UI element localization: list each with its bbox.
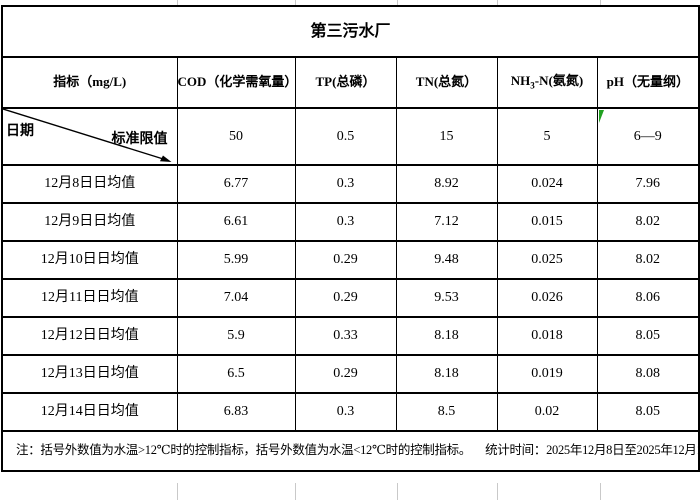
limit-tp[interactable]: 0.5 <box>294 107 397 166</box>
cell-flag-icon <box>598 110 604 123</box>
row-date-label[interactable]: 12月10日日均值 <box>1 240 178 280</box>
table-row: 12月10日日均值 5.99 0.29 9.48 0.025 8.02 <box>1 240 700 280</box>
cell-ph[interactable]: 8.08 <box>596 354 700 394</box>
water-quality-table: 第三污水厂 指标（mg/L) COD（化学需氧量） TP(总磷） TN(总氮） … <box>1 5 700 472</box>
cell-tn[interactable]: 8.5 <box>395 392 498 432</box>
limit-ph[interactable]: 6—9 <box>596 107 700 166</box>
cell-nh3[interactable]: 0.024 <box>496 164 598 204</box>
gridline <box>397 0 398 6</box>
gridline <box>497 483 498 500</box>
header-indicator[interactable]: 指标（mg/L) <box>1 56 178 109</box>
cell-ph[interactable]: 8.02 <box>596 240 700 280</box>
cell-tp[interactable]: 0.3 <box>294 202 397 242</box>
row-date-label[interactable]: 12月8日日均值 <box>1 164 178 204</box>
standard-limit-label: 标准限值 <box>111 132 168 147</box>
limit-nh3[interactable]: 5 <box>496 107 598 166</box>
header-nh3n[interactable]: NH3-N(氨氮) <box>496 56 598 109</box>
table-row: 12月9日日均值 6.61 0.3 7.12 0.015 8.02 <box>1 202 700 242</box>
cell-ph[interactable]: 8.05 <box>596 392 700 432</box>
header-ph[interactable]: pH（无量纲） <box>596 56 700 109</box>
row-date-label[interactable]: 12月14日日均值 <box>1 392 178 432</box>
footnote-text: 注：括号外数值为水温>12℃时的控制指标，括号外数值为水温<12℃时的控制指标。 <box>16 443 472 458</box>
gridline <box>497 0 498 6</box>
cell-tn[interactable]: 9.53 <box>395 278 498 318</box>
cell-nh3[interactable]: 0.025 <box>496 240 598 280</box>
table-row: 12月12日日均值 5.9 0.33 8.18 0.018 8.05 <box>1 316 700 356</box>
cell-tn[interactable]: 8.92 <box>395 164 498 204</box>
limit-ph-value: 6—9 <box>633 128 662 144</box>
row-date-label[interactable]: 12月13日日均值 <box>1 354 178 394</box>
cell-nh3[interactable]: 0.019 <box>496 354 598 394</box>
footnote-cell[interactable]: 注：括号外数值为水温>12℃时的控制指标，括号外数值为水温<12℃时的控制指标。… <box>1 430 700 472</box>
header-tp[interactable]: TP(总磷） <box>294 56 397 109</box>
cell-tn[interactable]: 8.18 <box>395 354 498 394</box>
stats-period-text: 统计时间：2025年12月8日至2025年12月14日 <box>485 443 700 458</box>
gridline <box>177 483 178 500</box>
cell-ph[interactable]: 8.05 <box>596 316 700 356</box>
table-row-header: 指标（mg/L) COD（化学需氧量） TP(总磷） TN(总氮） NH3-N(… <box>1 56 700 109</box>
cell-tn[interactable]: 8.18 <box>395 316 498 356</box>
cell-cod[interactable]: 6.61 <box>176 202 296 242</box>
date-axis-label: 日期 <box>6 124 34 139</box>
gridline <box>295 0 296 6</box>
diagonal-split-cell[interactable]: 日期 标准限值 <box>1 107 178 166</box>
cell-cod[interactable]: 6.83 <box>176 392 296 432</box>
table-row-note: 注：括号外数值为水温>12℃时的控制指标，括号外数值为水温<12℃时的控制指标。… <box>1 430 700 472</box>
table-row: 12月11日日均值 7.04 0.29 9.53 0.026 8.06 <box>1 278 700 318</box>
gridline <box>397 483 398 500</box>
cell-nh3[interactable]: 0.02 <box>496 392 598 432</box>
table-row-limits: 日期 标准限值 50 0.5 15 5 6—9 <box>1 107 700 166</box>
plant-title[interactable]: 第三污水厂 <box>1 5 700 58</box>
row-date-label[interactable]: 12月9日日均值 <box>1 202 178 242</box>
nh3-label-pre: NH <box>510 72 531 88</box>
limit-cod[interactable]: 50 <box>176 107 296 166</box>
diagonal-line <box>3 110 172 162</box>
gridline <box>600 483 601 500</box>
nh3-label-sub: 3 <box>530 80 535 91</box>
table-row: 12月8日日均值 6.77 0.3 8.92 0.024 7.96 <box>1 164 700 204</box>
cell-nh3[interactable]: 0.018 <box>496 316 598 356</box>
table-row: 12月13日日均值 6.5 0.29 8.18 0.019 8.08 <box>1 354 700 394</box>
cell-nh3[interactable]: 0.026 <box>496 278 598 318</box>
cell-cod[interactable]: 6.77 <box>176 164 296 204</box>
limit-tn[interactable]: 15 <box>395 107 498 166</box>
table-row-title: 第三污水厂 <box>1 5 700 58</box>
cell-ph[interactable]: 8.06 <box>596 278 700 318</box>
cell-tn[interactable]: 7.12 <box>395 202 498 242</box>
nh3-label-post: -N(氨氮) <box>534 72 584 88</box>
gridline <box>295 483 296 500</box>
row-date-label[interactable]: 12月11日日均值 <box>1 278 178 318</box>
cell-tp[interactable]: 0.3 <box>294 392 397 432</box>
cell-tp[interactable]: 0.33 <box>294 316 397 356</box>
cell-tp[interactable]: 0.3 <box>294 164 397 204</box>
table-row: 12月14日日均值 6.83 0.3 8.5 0.02 8.05 <box>1 392 700 432</box>
cell-ph[interactable]: 8.02 <box>596 202 700 242</box>
gridline <box>177 0 178 6</box>
header-tn[interactable]: TN(总氮） <box>395 56 498 109</box>
cell-cod[interactable]: 7.04 <box>176 278 296 318</box>
cell-cod[interactable]: 5.99 <box>176 240 296 280</box>
gridline <box>600 0 601 6</box>
cell-tp[interactable]: 0.29 <box>294 354 397 394</box>
cell-tn[interactable]: 9.48 <box>395 240 498 280</box>
header-cod[interactable]: COD（化学需氧量） <box>176 56 296 109</box>
cell-ph[interactable]: 7.96 <box>596 164 700 204</box>
row-date-label[interactable]: 12月12日日均值 <box>1 316 178 356</box>
cell-tp[interactable]: 0.29 <box>294 240 397 280</box>
cell-cod[interactable]: 6.5 <box>176 354 296 394</box>
cell-nh3[interactable]: 0.015 <box>496 202 598 242</box>
cell-cod[interactable]: 5.9 <box>176 316 296 356</box>
cell-tp[interactable]: 0.29 <box>294 278 397 318</box>
